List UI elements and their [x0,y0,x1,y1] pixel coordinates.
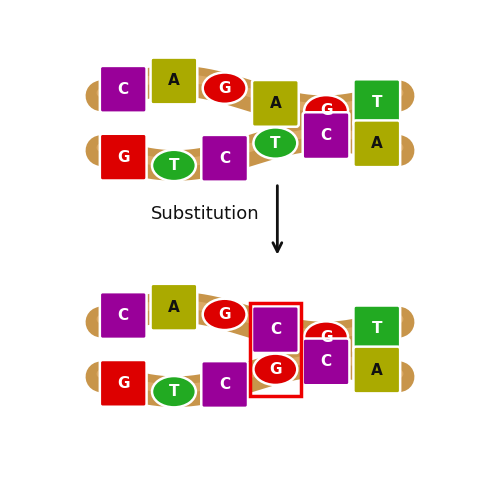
FancyBboxPatch shape [100,134,146,180]
Text: G: G [218,307,231,322]
FancyBboxPatch shape [252,306,298,353]
FancyBboxPatch shape [252,80,298,126]
FancyBboxPatch shape [100,66,146,112]
Text: G: G [218,80,231,96]
FancyBboxPatch shape [302,112,350,159]
Text: G: G [320,330,332,344]
Ellipse shape [254,128,298,158]
Text: A: A [168,300,180,314]
FancyBboxPatch shape [354,306,400,352]
Text: C: C [270,322,281,337]
Text: A: A [371,362,382,378]
FancyBboxPatch shape [150,58,198,104]
Text: C: C [320,354,332,370]
Text: T: T [372,95,382,110]
Text: T: T [270,136,280,150]
Ellipse shape [304,95,348,126]
FancyBboxPatch shape [202,361,248,408]
Text: G: G [117,376,130,391]
FancyBboxPatch shape [302,338,350,386]
Text: G: G [117,150,130,164]
Text: C: C [320,128,332,143]
FancyBboxPatch shape [354,80,400,126]
Ellipse shape [202,298,246,330]
Text: Substitution: Substitution [150,205,259,223]
FancyBboxPatch shape [354,346,400,394]
Text: C: C [118,82,129,97]
Text: G: G [269,362,281,377]
Text: T: T [168,158,179,173]
FancyBboxPatch shape [354,120,400,167]
Text: A: A [168,74,180,88]
Text: T: T [372,322,382,336]
FancyBboxPatch shape [150,284,198,331]
Ellipse shape [152,376,196,408]
Text: G: G [320,104,332,118]
Ellipse shape [202,72,246,104]
Text: A: A [270,96,281,111]
Text: C: C [219,377,230,392]
Ellipse shape [152,150,196,181]
FancyBboxPatch shape [202,135,248,182]
Text: C: C [219,151,230,166]
FancyBboxPatch shape [100,292,146,339]
FancyBboxPatch shape [100,360,146,406]
Text: A: A [371,136,382,152]
Ellipse shape [254,354,298,385]
Bar [250,303,301,396]
Ellipse shape [304,322,348,352]
Text: C: C [118,308,129,323]
Text: T: T [168,384,179,399]
